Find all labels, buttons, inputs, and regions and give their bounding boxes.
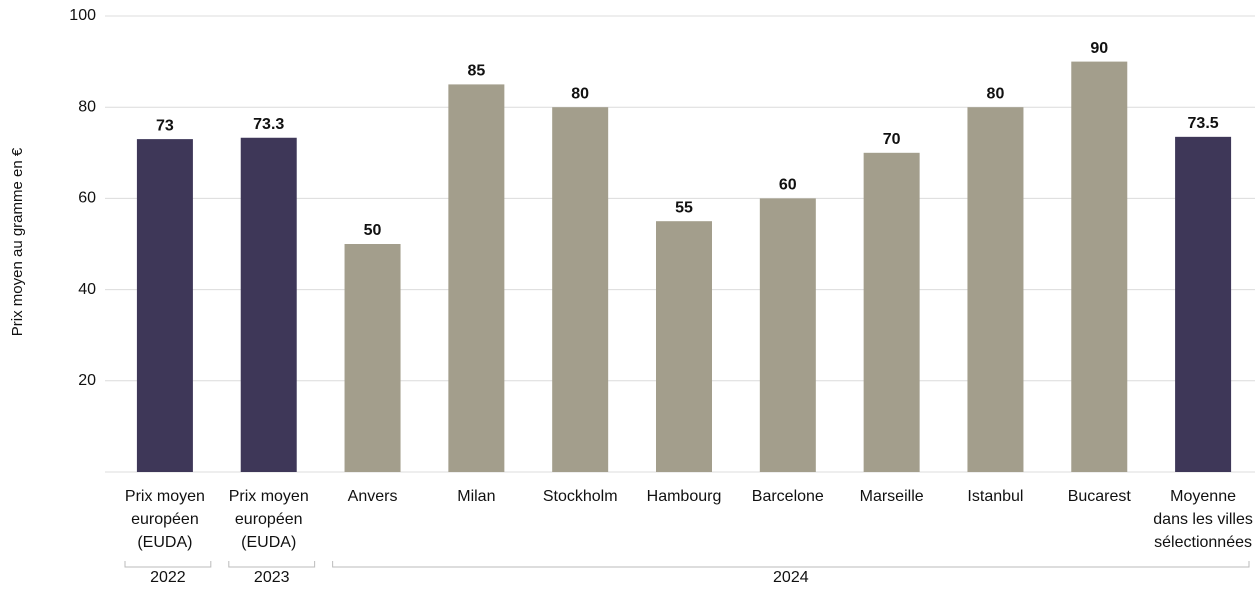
bar (656, 221, 712, 472)
y-tick-label: 80 (78, 98, 96, 115)
value-label: 70 (883, 131, 901, 148)
x-tick-label-line: (EUDA) (137, 534, 192, 551)
x-tick-label-line: (EUDA) (241, 534, 296, 551)
bar (863, 152, 920, 473)
x-tick-label: Bucarest (1068, 488, 1132, 505)
value-label: 80 (987, 85, 1005, 102)
value-label: 73.3 (253, 116, 284, 133)
group-label: 2024 (773, 569, 809, 586)
group-bracket (332, 561, 1250, 568)
bar (136, 139, 193, 472)
group-bracket (124, 561, 212, 568)
bar (1071, 61, 1128, 472)
value-label: 85 (467, 63, 485, 80)
x-tick-label-line: Bucarest (1068, 488, 1132, 505)
x-tick-label-line: Stockholm (543, 488, 618, 505)
value-label: 90 (1090, 40, 1108, 57)
x-tick-label-line: Istanbul (967, 488, 1023, 505)
x-tick-label: Prix moyen européen (EUDA) (229, 488, 309, 551)
y-tick-label: 20 (78, 372, 96, 389)
group-bracket (228, 561, 316, 568)
x-tick-label-line: Prix moyen (125, 488, 205, 505)
x-tick-label-line: Prix moyen (229, 488, 309, 505)
bar (967, 107, 1024, 472)
x-tick-label: Istanbul (967, 488, 1023, 505)
x-tick-label: Prix moyen européen (EUDA) (125, 488, 205, 551)
value-label: 80 (571, 85, 589, 102)
bar (552, 107, 609, 472)
bar (448, 84, 505, 473)
value-label: 73.5 (1188, 115, 1219, 132)
group-label: 2022 (150, 569, 186, 586)
x-tick-label: Moyenne dans les villes sélectionnées (1153, 488, 1253, 551)
value-label: 73 (156, 117, 174, 134)
x-tick-label-line: dans les villes (1153, 511, 1253, 528)
x-tick-label-line: européen (131, 511, 199, 528)
x-tick-label: Marseille (860, 488, 924, 505)
value-label: 55 (675, 199, 693, 216)
bar (240, 137, 297, 472)
x-tick-label-line: Marseille (860, 488, 924, 505)
value-label: 60 (779, 177, 797, 194)
value-label: 50 (364, 222, 382, 239)
group-label: 2023 (254, 569, 290, 586)
y-tick-label: 40 (78, 281, 96, 298)
y-tick-label: 100 (69, 7, 96, 24)
bar (759, 198, 816, 472)
x-tick-label: Stockholm (543, 488, 618, 505)
x-tick-label-line: Hambourg (647, 488, 722, 505)
x-tick-label: Barcelone (752, 488, 824, 505)
x-tick-label-line: européen (235, 511, 303, 528)
x-tick-label: Milan (457, 488, 495, 505)
bar (344, 244, 401, 472)
bar (1175, 136, 1232, 472)
x-tick-label-line: Anvers (348, 488, 398, 505)
x-tick-label-line: Moyenne (1170, 488, 1236, 505)
x-tick-label: Anvers (348, 488, 398, 505)
x-tick-label-line: Milan (457, 488, 495, 505)
y-tick-label: 60 (78, 190, 96, 207)
y-axis-label: Prix moyen au gramme en € (9, 147, 26, 336)
x-tick-label-line: Barcelone (752, 488, 824, 505)
x-tick-label-line: sélectionnées (1154, 534, 1252, 551)
x-tick-label: Hambourg (647, 488, 722, 505)
